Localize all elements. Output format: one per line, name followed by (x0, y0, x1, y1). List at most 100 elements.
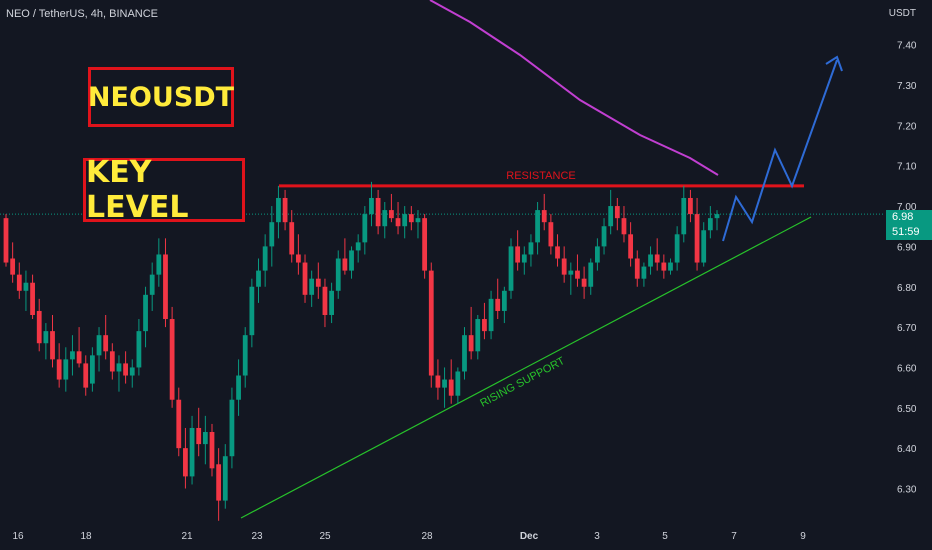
candle (588, 258, 594, 295)
candle (30, 274, 35, 320)
price-axis[interactable]: 7.40 7.30 7.20 7.10 7.00 6.90 6.80 6.70 6.60 6.50… (897, 41, 917, 496)
candle (302, 254, 308, 303)
candle-body (282, 197, 288, 223)
candle (63, 347, 69, 392)
candle (355, 234, 361, 263)
candle (116, 355, 122, 392)
candle (202, 415, 208, 465)
time-axis[interactable]: 16 18 21 23 25 28 Dec 3 5 7 9 (12, 531, 806, 542)
projection-arrowhead (825, 55, 843, 72)
rising-support-line[interactable] (240, 216, 812, 519)
candle (688, 189, 693, 223)
candle-body (216, 464, 222, 501)
resistance-label: RESISTANCE (506, 170, 575, 182)
candle-body (309, 278, 315, 295)
candle-body (329, 290, 334, 315)
candle-body (103, 335, 109, 352)
candle (528, 234, 534, 267)
candle-body (389, 210, 394, 219)
candle (276, 185, 281, 239)
candle-body (3, 218, 9, 263)
candle-body (83, 363, 89, 388)
candle (322, 278, 328, 328)
candle-body (109, 351, 115, 372)
candle-body (295, 254, 301, 263)
candle (428, 262, 434, 388)
candle (189, 415, 195, 485)
candle-body (89, 355, 95, 384)
candle (50, 314, 55, 368)
candle (654, 238, 660, 271)
candle-body (661, 262, 667, 271)
time-tick-label: 3 (594, 531, 600, 542)
time-tick-label: Dec (520, 531, 539, 542)
candle (668, 258, 673, 275)
candle-body (196, 427, 202, 445)
candle (601, 218, 607, 255)
candle (349, 246, 354, 279)
bar-countdown-tag: 51:59 (886, 225, 932, 240)
candle (149, 262, 155, 311)
candle-body (382, 210, 388, 227)
candle-body (561, 258, 567, 275)
candle (309, 270, 315, 307)
candle-body (276, 197, 281, 223)
candle (508, 238, 514, 299)
candle (229, 387, 235, 469)
candle-body (575, 270, 580, 279)
candle-body (143, 294, 148, 332)
candle (16, 262, 22, 299)
candle (521, 246, 527, 275)
candle-body (482, 319, 487, 332)
time-tick-label: 28 (421, 531, 433, 542)
price-tick-label: 6.70 (897, 323, 917, 334)
price-tick-label: 6.50 (897, 404, 917, 415)
candle (495, 278, 501, 320)
candle (422, 214, 428, 279)
candle-body (322, 286, 328, 315)
candle-body (595, 246, 600, 263)
candle-body (668, 262, 673, 271)
price-tick-label: 7.40 (897, 41, 917, 52)
moving-average-line (429, 0, 719, 176)
candle (707, 206, 713, 239)
candle-body (588, 262, 594, 287)
candle (295, 234, 301, 275)
candle (36, 298, 42, 352)
candle-body (628, 234, 634, 259)
candle (163, 238, 168, 328)
candle (641, 262, 647, 287)
candle (249, 278, 255, 348)
candle (209, 423, 215, 477)
candle (123, 351, 128, 384)
candle (548, 214, 554, 255)
candle (674, 226, 680, 271)
candle-body (515, 246, 521, 263)
price-tick-label: 7.20 (897, 121, 917, 132)
candle-body (136, 331, 142, 368)
candle (442, 367, 447, 408)
candle-body (581, 278, 587, 287)
candle-body (176, 399, 182, 449)
candle (129, 359, 135, 388)
candle (143, 286, 148, 348)
candle (43, 323, 49, 360)
candle-body (701, 230, 707, 263)
time-tick-label: 23 (251, 531, 263, 542)
projection-path[interactable] (722, 59, 838, 242)
candle-body (707, 218, 713, 231)
candle (10, 242, 16, 283)
candle-body (10, 258, 16, 275)
candle (614, 197, 620, 231)
candle (402, 206, 408, 239)
candle-body (302, 262, 308, 295)
candle-body (189, 427, 195, 477)
candle (634, 250, 640, 287)
candle-body (395, 218, 401, 227)
time-tick-label: 21 (181, 531, 193, 542)
candle (681, 185, 687, 243)
candle (714, 210, 720, 231)
candle (389, 193, 394, 223)
time-tick-label: 5 (662, 531, 668, 542)
